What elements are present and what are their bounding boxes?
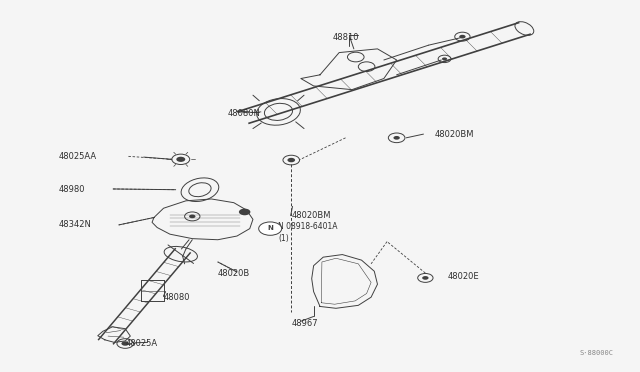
Circle shape — [239, 209, 250, 215]
Circle shape — [460, 35, 466, 38]
Text: 48020BM: 48020BM — [435, 129, 474, 139]
Text: 48810: 48810 — [333, 33, 359, 42]
Text: 48020B: 48020B — [218, 269, 250, 278]
Text: 48080N: 48080N — [227, 109, 260, 118]
Circle shape — [122, 341, 129, 346]
Circle shape — [422, 276, 429, 280]
Text: 48020BM: 48020BM — [291, 211, 331, 220]
Text: N 08918-6401A
(1): N 08918-6401A (1) — [278, 222, 338, 243]
Text: 48080: 48080 — [164, 293, 190, 302]
Text: 48342N: 48342N — [58, 221, 91, 230]
Circle shape — [176, 157, 185, 162]
Circle shape — [442, 57, 447, 60]
Circle shape — [189, 215, 195, 218]
Circle shape — [259, 222, 282, 235]
Text: 48025A: 48025A — [125, 339, 157, 348]
Circle shape — [287, 158, 295, 162]
Text: 48025AA: 48025AA — [58, 152, 96, 161]
Circle shape — [394, 136, 400, 140]
Text: 48020E: 48020E — [448, 272, 479, 281]
Text: 48967: 48967 — [291, 319, 318, 328]
Text: N: N — [268, 225, 273, 231]
Text: S·88000C: S·88000C — [580, 350, 614, 356]
Text: 48980: 48980 — [58, 185, 84, 194]
